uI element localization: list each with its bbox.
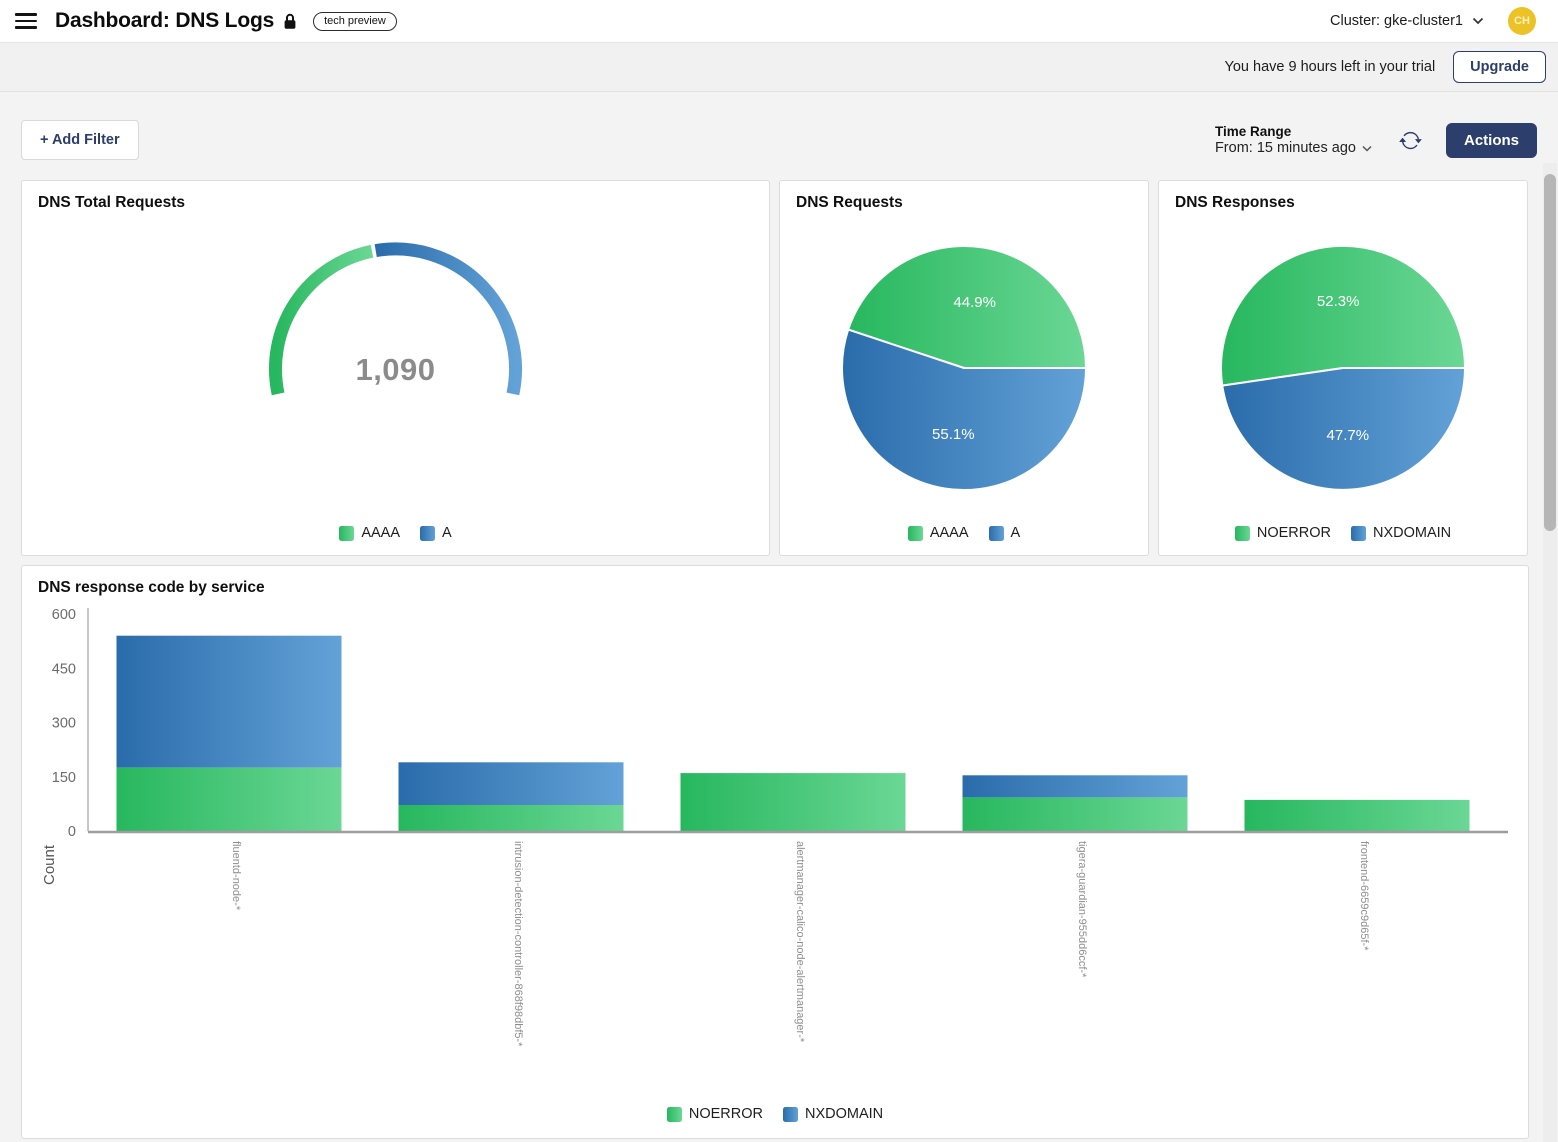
time-range: Time Range From: 15 minutes ago	[1215, 124, 1372, 156]
page-title: Dashboard: DNS Logs	[55, 9, 275, 32]
svg-text:450: 450	[52, 661, 76, 677]
bar-chart: 0 150 300 450 600 fluentd-node-* intrusion-det…	[38, 601, 1512, 1084]
scrollbar-track[interactable]	[1543, 163, 1557, 1142]
card-dns-response-code-by-service: DNS response code by service 0 150 300 450 6…	[21, 565, 1529, 1139]
legend-swatch	[1350, 525, 1366, 541]
tech-preview-badge: tech preview	[313, 11, 397, 31]
svg-text:52.3%: 52.3%	[1317, 293, 1360, 310]
legend-swatch	[1234, 525, 1250, 541]
chevron-down-icon	[1472, 17, 1484, 25]
cluster-selector[interactable]: Cluster: gke-cluster1	[1330, 13, 1484, 29]
svg-text:tigera-guardian-955dd6ccf-*: tigera-guardian-955dd6ccf-*	[1076, 841, 1088, 978]
trial-bar: You have 9 hours left in your trial Upgr…	[0, 43, 1558, 92]
legend-swatch	[339, 525, 355, 541]
legend-swatch	[782, 1106, 798, 1122]
time-range-value[interactable]: From: 15 minutes ago	[1215, 140, 1372, 156]
legend-label: AAAA	[361, 525, 400, 541]
card-dns-responses: DNS Responses 52.3% 47.7% NOERROR NXDOMAIN	[1158, 180, 1528, 556]
svg-text:600: 600	[52, 607, 76, 623]
legend-item-nxdomain[interactable]: NXDOMAIN	[782, 1106, 884, 1122]
legend-item-a[interactable]: A	[420, 525, 452, 541]
svg-text:0: 0	[68, 824, 76, 840]
legend-item-aaaa[interactable]: AAAA	[339, 525, 400, 541]
legend-label: A	[442, 525, 452, 541]
svg-text:55.1%: 55.1%	[932, 426, 975, 443]
legend-swatch	[666, 1106, 682, 1122]
lock-icon	[283, 13, 297, 30]
legend-label: A	[1010, 525, 1021, 541]
legend-item-nxdomain[interactable]: NXDOMAIN	[1350, 525, 1452, 541]
chart-legend: NOERROR NXDOMAIN	[38, 1104, 1512, 1132]
time-range-label: Time Range	[1214, 124, 1292, 139]
legend-item-noerror[interactable]: NOERROR	[666, 1106, 763, 1122]
hamburger-menu-icon[interactable]	[14, 12, 38, 30]
refresh-icon	[1399, 131, 1423, 149]
svg-text:frontend-6659c9d65f-*: frontend-6659c9d65f-*	[1358, 841, 1370, 951]
card-dns-total-requests: DNS Total Requests 1,090 AAAA A	[21, 180, 770, 556]
svg-text:1,090: 1,090	[355, 352, 435, 387]
chevron-down-icon	[1362, 145, 1372, 152]
cluster-selector-label: Cluster: gke-cluster1	[1330, 13, 1463, 29]
card-dns-requests: DNS Requests 44.9% 55.1% AAAA A	[779, 180, 1149, 556]
upgrade-button[interactable]: Upgrade	[1453, 51, 1546, 83]
scrollbar-thumb[interactable]	[1544, 174, 1556, 531]
gauge-chart: 1,090	[38, 218, 753, 515]
legend-swatch	[988, 525, 1004, 541]
pie-chart-dns-responses: 52.3% 47.7%	[1175, 218, 1511, 515]
svg-text:alertmanager-calico-node-alert: alertmanager-calico-node-alertmanager-*	[794, 841, 806, 1043]
legend-label: NOERROR	[688, 1106, 763, 1122]
avatar[interactable]: CH	[1508, 7, 1536, 35]
time-range-value-text: From: 15 minutes ago	[1214, 140, 1356, 156]
legend-swatch	[420, 525, 435, 541]
add-filter-button[interactable]: + Add Filter	[21, 120, 139, 160]
legend-item-noerror[interactable]: NOERROR	[1234, 525, 1331, 541]
card-title: DNS Total Requests	[38, 194, 185, 211]
legend-label: NOERROR	[1256, 525, 1331, 541]
refresh-button[interactable]	[1398, 127, 1424, 153]
pie-chart-dns-requests: 44.9% 55.1%	[796, 218, 1132, 515]
card-title: DNS Requests	[796, 194, 903, 211]
svg-text:Count: Count	[41, 844, 58, 885]
chart-legend: AAAA A	[38, 519, 753, 549]
svg-text:44.9%: 44.9%	[953, 294, 996, 311]
app-header: Dashboard: DNS Logs tech preview Cluster…	[0, 0, 1558, 43]
chart-legend: NOERROR NXDOMAIN	[1175, 519, 1511, 549]
svg-text:fluentd-node-*: fluentd-node-*	[230, 841, 242, 911]
legend-label: AAAA	[929, 525, 969, 541]
legend-swatch	[907, 525, 923, 541]
legend-label: NXDOMAIN	[804, 1106, 884, 1122]
trial-message: You have 9 hours left in your trial	[1224, 59, 1436, 75]
svg-text:intrusion-detection-controller: intrusion-detection-controller-868f98dbf…	[512, 841, 524, 1047]
card-title: DNS Responses	[1175, 194, 1295, 211]
svg-text:150: 150	[52, 770, 76, 786]
svg-text:300: 300	[52, 716, 76, 732]
legend-label: NXDOMAIN	[1372, 525, 1452, 541]
chart-legend: AAAA A	[796, 519, 1132, 549]
toolbar: + Add Filter Time Range From: 15 minutes…	[21, 120, 1537, 160]
actions-button[interactable]: Actions	[1445, 122, 1537, 158]
legend-item-a[interactable]: A	[988, 525, 1021, 541]
legend-item-aaaa[interactable]: AAAA	[907, 525, 969, 541]
svg-text:47.7%: 47.7%	[1327, 427, 1370, 444]
card-title: DNS response code by service	[38, 579, 265, 596]
